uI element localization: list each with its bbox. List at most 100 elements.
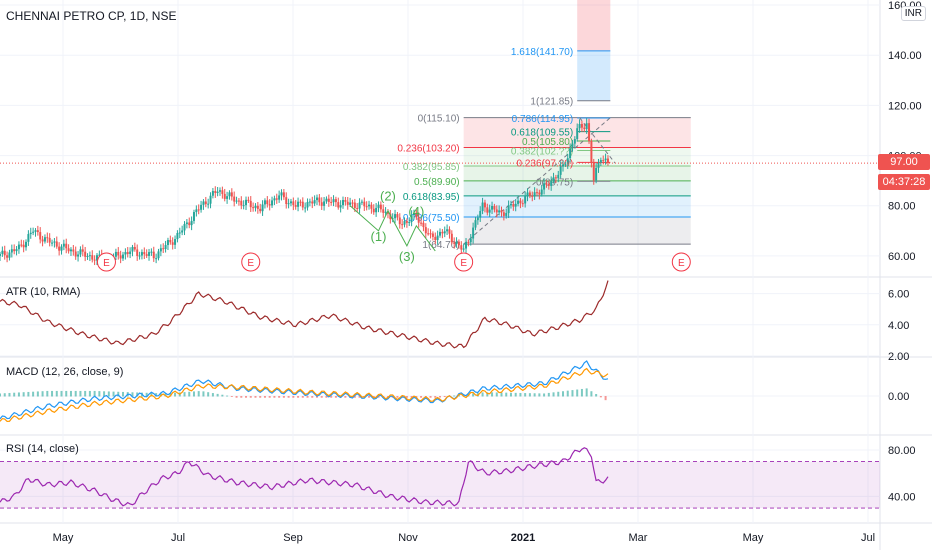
macd-histogram-bar — [562, 391, 565, 397]
candle-body — [377, 204, 380, 208]
candle-body — [337, 202, 340, 208]
candle-body — [358, 202, 361, 209]
candle-body — [226, 196, 229, 199]
macd-histogram-bar — [282, 396, 285, 398]
candle-body — [410, 215, 413, 222]
candle-body — [429, 233, 432, 235]
macd-pane-label: MACD (12, 26, close, 9) — [6, 366, 124, 378]
candle-body — [131, 246, 134, 252]
macd-histogram-bar — [84, 390, 87, 397]
candle-body — [495, 209, 498, 213]
signal-line — [0, 367, 609, 423]
macd-histogram-bar — [60, 390, 63, 397]
macd-histogram-bar — [368, 396, 371, 398]
macd-histogram-bar — [287, 396, 290, 398]
candle-body — [122, 254, 125, 259]
candle-body — [39, 232, 42, 240]
macd-histogram-bar — [273, 396, 276, 398]
candle-body — [297, 201, 300, 207]
candle-body — [36, 230, 39, 233]
candle-body — [178, 232, 181, 234]
fib-extension-label: 0(89.75) — [536, 177, 573, 188]
elliott-wave-label: (2) — [380, 189, 396, 204]
candle-body — [140, 252, 143, 256]
earnings-marker — [454, 252, 474, 272]
earnings-marker-label: E — [678, 258, 685, 269]
candle-body — [457, 241, 460, 246]
macd-histogram-bar — [486, 392, 489, 397]
candle-body — [585, 123, 588, 129]
candle-body — [360, 201, 363, 203]
candle-body — [370, 204, 373, 209]
candle-body — [557, 174, 560, 179]
candle-body — [368, 204, 371, 207]
fib-retracement-zone — [463, 165, 691, 181]
x-tick-label: May — [743, 532, 764, 544]
macd-histogram-bar — [519, 392, 522, 397]
macd-histogram-bar — [552, 392, 555, 397]
currency-badge[interactable]: INR — [900, 6, 926, 21]
candle-body — [349, 202, 352, 205]
macd-histogram-bar — [566, 390, 569, 397]
candle-body — [408, 221, 411, 223]
fib-retracement-label: 0.5(89.90) — [414, 177, 460, 188]
macd-histogram-bar — [174, 392, 177, 397]
macd-histogram-bar — [538, 393, 541, 397]
macd-histogram-bar — [41, 391, 44, 397]
macd-histogram-bar — [528, 393, 531, 397]
candle-body — [313, 200, 316, 204]
macd-histogram-bar — [230, 396, 233, 397]
candle-body — [204, 201, 207, 205]
macd-histogram-bar — [216, 393, 219, 397]
macd-histogram-bar — [585, 388, 588, 397]
macd-histogram-bar — [334, 396, 337, 398]
macd-histogram-bar — [315, 396, 318, 398]
candle-body — [455, 241, 458, 244]
candle-body — [545, 183, 548, 185]
candle-body — [602, 160, 605, 162]
fib-extension-label: 0.236(97.30) — [516, 158, 573, 169]
candle-body — [379, 204, 382, 210]
candle-body — [592, 163, 595, 181]
candle-body — [117, 251, 120, 256]
candle-body — [171, 242, 174, 245]
candle-body — [129, 251, 132, 255]
candle-body — [472, 227, 475, 239]
macd-histogram-bar — [74, 390, 77, 397]
macd-histogram-bar — [51, 390, 54, 397]
macd-histogram-bar — [188, 391, 191, 397]
candle-body — [427, 233, 430, 235]
candle-body — [95, 255, 98, 261]
fibonacci-tools[interactable]: 0(115.10) 0.236(103.20) 0.382(95.85) 0.5(89… — [397, 0, 691, 251]
candle-body — [81, 249, 84, 252]
candle-body — [330, 201, 333, 203]
candle-body — [299, 201, 302, 203]
candle-body — [469, 238, 472, 243]
candle-body — [443, 231, 446, 234]
candle-body — [278, 195, 281, 200]
candle-body — [424, 227, 427, 234]
candle-body — [382, 209, 385, 213]
candle-body — [394, 214, 397, 219]
candle-body — [514, 203, 517, 207]
candle-body — [448, 229, 451, 234]
macd-histogram-bar — [396, 396, 399, 398]
candle-body — [157, 251, 160, 259]
macd-histogram-bar — [131, 392, 134, 397]
candle-body — [524, 196, 527, 204]
candle-body — [441, 231, 444, 234]
candle-body — [65, 243, 68, 249]
macd-histogram-bar — [353, 396, 356, 398]
candle-body — [138, 255, 141, 257]
last-price-tag: 97.00 — [878, 154, 930, 170]
candle-body — [315, 197, 318, 201]
macd-histogram-bar — [595, 394, 598, 397]
candle-body — [148, 252, 151, 256]
candle-body — [214, 191, 217, 193]
candle-body — [323, 201, 326, 206]
macd-histogram-bar — [420, 396, 423, 398]
candle-body — [509, 204, 512, 206]
candle-body — [53, 241, 56, 243]
macd-histogram-bar — [55, 390, 58, 397]
